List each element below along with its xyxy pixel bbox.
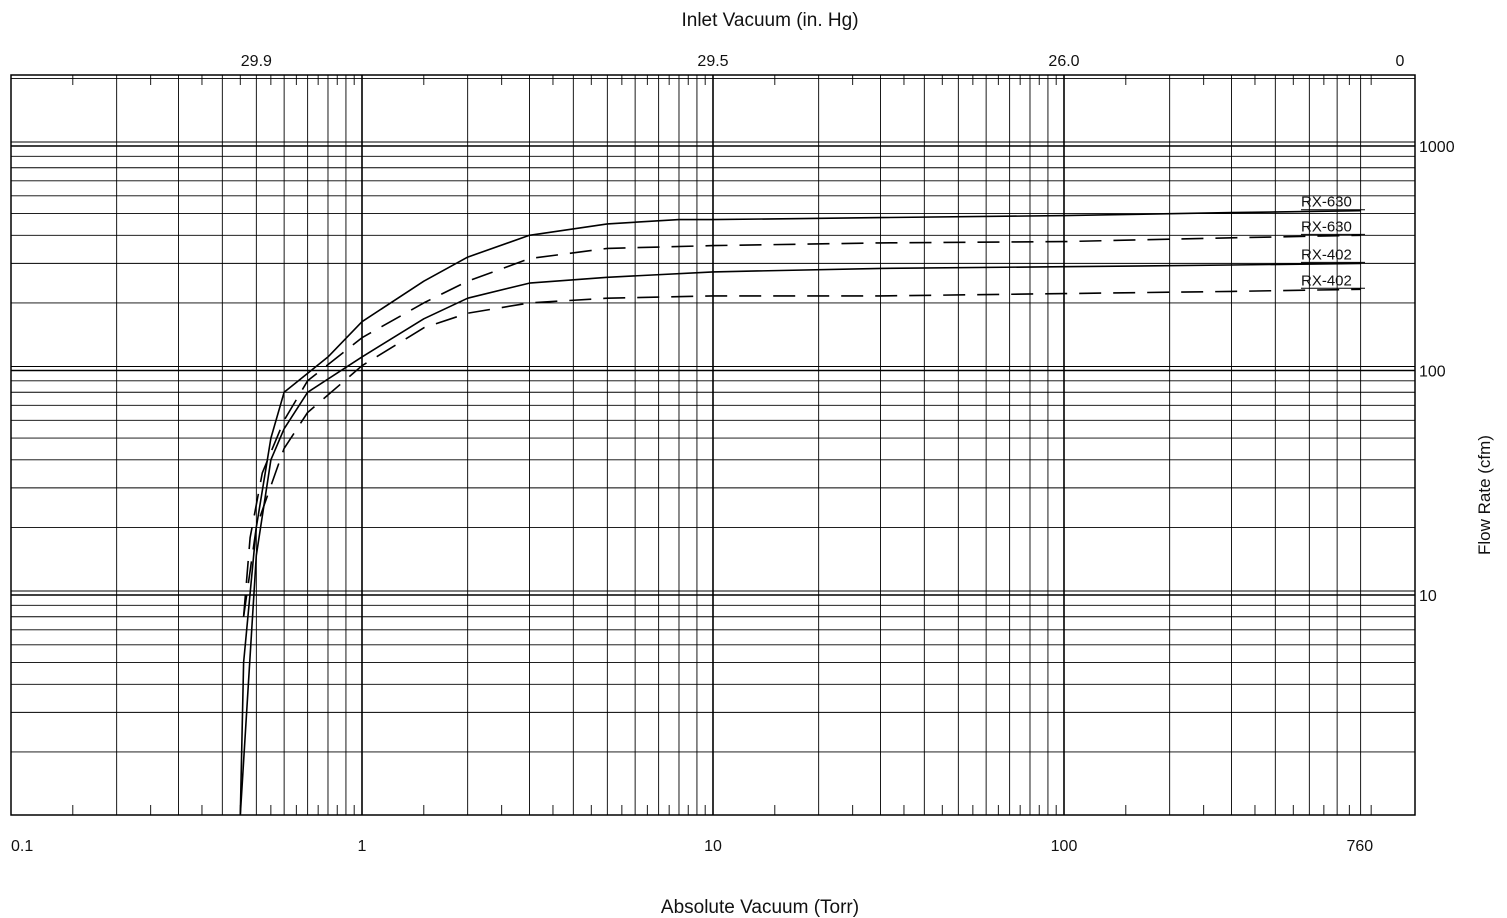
x-tick-label: 100 [1051,838,1078,855]
x-tick-label: 760 [1346,838,1373,855]
x2-tick-label: 26.0 [1048,53,1079,70]
series-label-2: RX-402 [1301,246,1352,263]
series-0-line [239,209,1361,816]
x-tick-label: 10 [704,838,722,855]
series-label-0: RX-630 [1301,194,1352,211]
series-3-line [242,288,1361,617]
y-tick-label: 1000 [1419,139,1455,156]
x2-tick-label: 29.9 [241,53,272,70]
top-axis-title: Inlet Vacuum (in. Hg) [681,10,858,31]
bottom-axis-title: Absolute Vacuum (Torr) [661,897,859,918]
x-tick-label: 1 [358,838,367,855]
data-curves [239,209,1361,816]
tick-labels: 0.1 1 10 100 760 29.9 29.5 26.0 0 1000 100 10 [11,53,1455,855]
curve-labels: RX-630 RX-630 RX-402 RX-402 [1301,194,1365,289]
grid-lines [11,75,1415,815]
x2-tick-label: 0 [1396,53,1405,70]
plot-border [10,74,1416,816]
y-tick-label: 100 [1419,364,1446,381]
series-label-3: RX-402 [1301,272,1352,289]
x2-tick-label: 29.5 [697,53,728,70]
right-axis-title: Flow Rate (cfm) [1475,435,1494,555]
x-tick-label: 0.1 [11,838,33,855]
series-2-line [239,262,1361,816]
y-tick-label: 10 [1419,588,1437,605]
series-label-1: RX-630 [1301,218,1352,235]
